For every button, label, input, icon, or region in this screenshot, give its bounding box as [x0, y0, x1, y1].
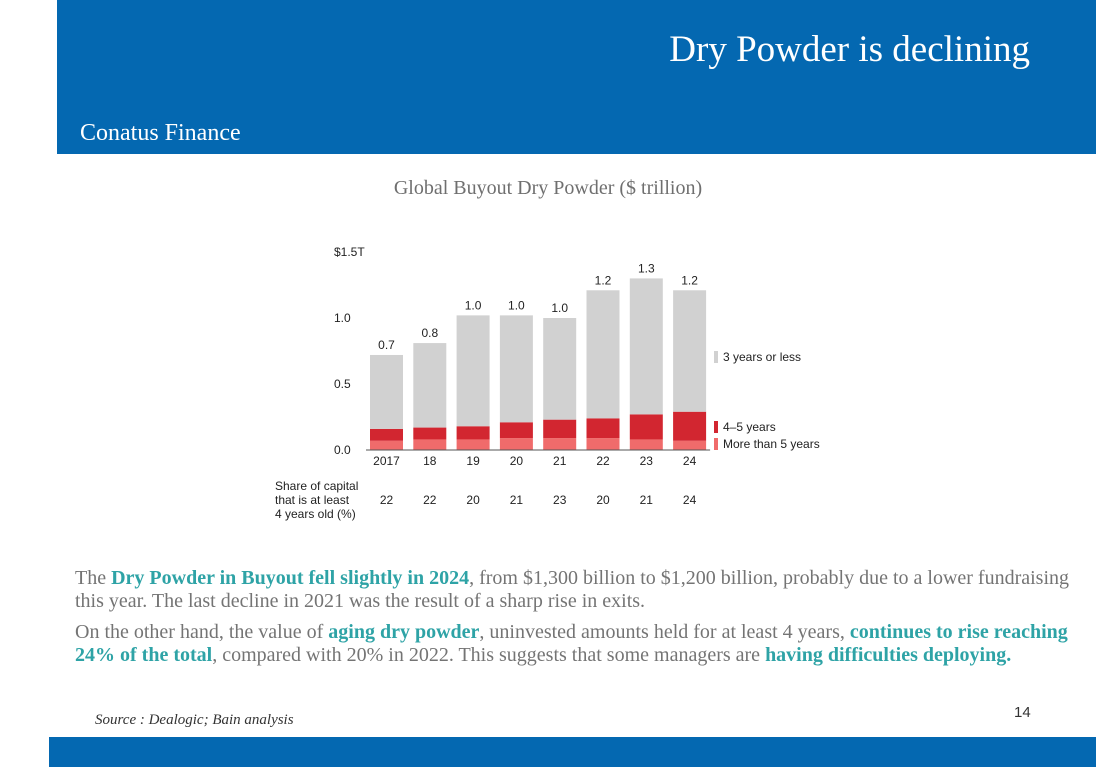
bar-segment — [413, 427, 447, 440]
x-tick-label: 19 — [466, 454, 480, 468]
share-value: 21 — [510, 493, 524, 507]
share-value: 20 — [596, 493, 610, 507]
y-tick-label: $1.5T — [334, 245, 365, 259]
bar-segment — [413, 439, 447, 450]
bar-total-label: 0.7 — [378, 338, 395, 352]
bar-segment — [370, 354, 403, 429]
company-name: Conatus Finance — [80, 120, 241, 146]
footer-bar — [49, 737, 1096, 767]
x-tick-label: 21 — [553, 454, 567, 468]
legend-label: More than 5 years — [723, 437, 820, 451]
bar-segment — [543, 438, 577, 450]
bar-segment — [586, 290, 620, 419]
bar-segment — [629, 439, 663, 450]
legend-swatch — [714, 351, 718, 363]
bar-segment — [499, 438, 533, 450]
bar-segment — [499, 422, 533, 439]
bar-segment — [629, 278, 663, 415]
bar-segment — [413, 343, 447, 428]
y-tick-label: 0.5 — [334, 377, 351, 391]
page-number: 14 — [1014, 704, 1031, 721]
bar-total-label: 1.0 — [508, 298, 525, 312]
paragraph-2: On the other hand, the value of aging dr… — [75, 621, 1075, 667]
y-tick-label: 0.0 — [334, 443, 351, 457]
bar-segment — [673, 440, 707, 450]
x-tick-label: 20 — [510, 454, 524, 468]
share-value: 21 — [640, 493, 654, 507]
x-tick-label: 24 — [683, 454, 697, 468]
share-value: 23 — [553, 493, 567, 507]
bar-segment — [456, 315, 490, 427]
share-value: 22 — [380, 493, 394, 507]
bar-total-label: 1.2 — [595, 273, 612, 287]
bar-segment — [673, 411, 707, 441]
legend-swatch — [714, 421, 718, 433]
p2-highlight-1: aging dry powder — [328, 621, 480, 643]
bar-segment — [456, 426, 490, 440]
bar-segment — [673, 290, 707, 412]
p2-highlight-3: having difficulties deploying. — [765, 644, 1012, 666]
share-row-label: Share of capital — [275, 479, 358, 493]
paragraph-1: The Dry Powder in Buyout fell slightly i… — [75, 567, 1075, 613]
x-tick-label: 2017 — [373, 454, 400, 468]
bar-segment — [586, 438, 620, 450]
share-value: 22 — [423, 493, 437, 507]
p2-text-3: , compared with 20% in 2022. This sugges… — [212, 644, 766, 666]
bar-segment — [456, 439, 490, 450]
source-note: Source : Dealogic; Bain analysis — [95, 712, 294, 728]
legend-swatch — [714, 438, 718, 450]
x-tick-label: 22 — [596, 454, 610, 468]
bar-total-label: 1.2 — [681, 273, 698, 287]
bar-segment — [629, 414, 663, 440]
bar-segment — [370, 428, 403, 441]
bar-total-label: 1.0 — [551, 301, 568, 315]
x-tick-label: 23 — [640, 454, 654, 468]
share-value: 20 — [466, 493, 480, 507]
legend-label: 3 years or less — [723, 350, 801, 364]
bar-total-label: 0.8 — [421, 326, 438, 340]
p2-text-1: On the other hand, the value of — [75, 621, 329, 643]
bar-segment — [499, 315, 533, 423]
p1-highlight-1: Dry Powder in Buyout fell slightly in 20… — [111, 567, 470, 589]
bar-segment — [370, 440, 403, 450]
x-tick-label: 18 — [423, 454, 437, 468]
dry-powder-chart: $1.5T 1.0 0.5 0.0 0.7 2017 22 0.8 18 22 1.0 19 20 1.0… — [275, 245, 820, 521]
p2-text-2: , uninvested amounts held for at least 4… — [479, 621, 850, 643]
legend-label: 4–5 years — [723, 420, 776, 434]
bar-segment — [543, 318, 577, 420]
y-tick-label: 1.0 — [334, 311, 351, 325]
header-bar: Dry Powder is declining Conatus Finance — [57, 0, 1096, 154]
share-value: 24 — [683, 493, 697, 507]
slide-title: Dry Powder is declining — [669, 29, 1030, 70]
p1-text-2: , from $1,300 billion to $1,200 billion,… — [75, 567, 1070, 612]
bar-total-label: 1.3 — [638, 261, 655, 275]
p2-highlight-2: continues to rise reaching 24% of the to… — [75, 621, 1068, 666]
share-row-label: that is at least — [275, 493, 350, 507]
share-row-label: 4 years old (%) — [275, 507, 356, 521]
bar-total-label: 1.0 — [465, 298, 482, 312]
bar-segment — [543, 419, 577, 439]
chart-title: Global Buyout Dry Powder ($ trillion) — [393, 177, 703, 199]
p1-text-1: The — [75, 567, 112, 589]
bar-segment — [586, 418, 620, 439]
